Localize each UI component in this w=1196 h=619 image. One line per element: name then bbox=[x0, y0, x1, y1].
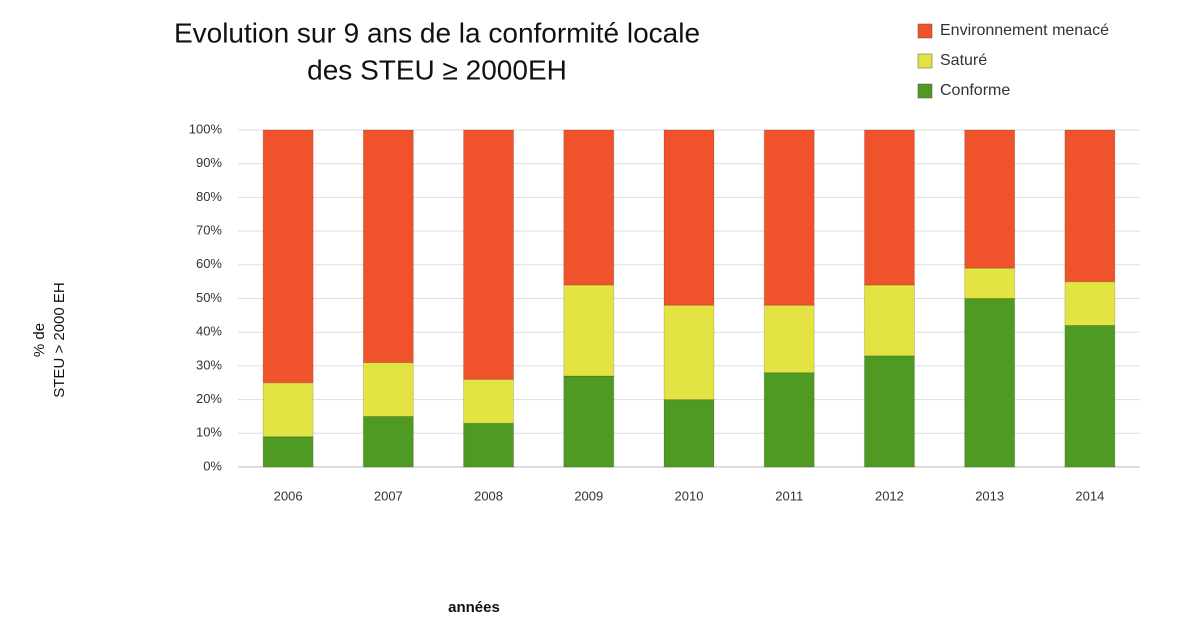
legend-swatch bbox=[917, 53, 933, 69]
bar-segment bbox=[663, 399, 715, 468]
bar-segment bbox=[362, 129, 414, 364]
y-tick-label: 60% bbox=[196, 256, 222, 271]
x-tick-label: 2008 bbox=[474, 488, 503, 503]
bar-segment bbox=[763, 129, 815, 306]
legend-label: Environnement menacé bbox=[940, 22, 1109, 39]
x-tick-label: 2010 bbox=[675, 488, 704, 503]
x-tick-label: 2014 bbox=[1075, 488, 1104, 503]
legend-label: Saturé bbox=[940, 52, 987, 69]
y-tick-label: 20% bbox=[196, 391, 222, 406]
bar-segment bbox=[262, 382, 314, 438]
bar-segment bbox=[563, 375, 615, 468]
bar-segment bbox=[563, 129, 615, 286]
y-tick-label: 30% bbox=[196, 357, 222, 372]
bar-segment bbox=[262, 129, 314, 384]
legend-swatch bbox=[917, 23, 933, 39]
legend-swatch bbox=[917, 83, 933, 99]
bar-segment bbox=[964, 129, 1016, 269]
y-axis-label-group: % de STEU > 2000 EH bbox=[31, 282, 68, 397]
bar-segment bbox=[463, 129, 515, 380]
bar-segment bbox=[863, 284, 915, 357]
bar-segment bbox=[863, 355, 915, 468]
bar-segment bbox=[964, 298, 1016, 468]
x-tick-label: 2012 bbox=[875, 488, 904, 503]
y-tick-label: 50% bbox=[196, 290, 222, 305]
legend-label: Conforme bbox=[940, 82, 1010, 99]
x-tick-label: 2007 bbox=[374, 488, 403, 503]
bar-segment bbox=[1064, 281, 1116, 326]
y-tick-label: 70% bbox=[196, 223, 222, 238]
chart-title: Evolution sur 9 ans de la conformité loc… bbox=[174, 17, 700, 48]
bar-segment bbox=[563, 284, 615, 377]
x-axis-label: années bbox=[448, 599, 500, 616]
bar-segment bbox=[663, 304, 715, 401]
bar-segment bbox=[763, 304, 815, 374]
bar-segment bbox=[663, 129, 715, 306]
x-tick-label: 2011 bbox=[775, 488, 803, 503]
y-tick-label: 40% bbox=[196, 324, 222, 339]
bar-segment bbox=[1064, 129, 1116, 283]
bar-segment bbox=[964, 267, 1016, 300]
y-tick-label: 0% bbox=[203, 458, 222, 473]
x-tick-label: 2013 bbox=[975, 488, 1004, 503]
y-axis-label: % de bbox=[31, 323, 48, 357]
y-tick-label: 90% bbox=[196, 155, 222, 170]
bar-segment bbox=[262, 436, 314, 468]
bar-segment bbox=[1064, 324, 1116, 468]
y-tick-label: 80% bbox=[196, 189, 222, 204]
x-tick-label: 2006 bbox=[274, 488, 303, 503]
bar-segment bbox=[362, 362, 414, 417]
bar-segment bbox=[362, 415, 414, 468]
y-tick-label: 10% bbox=[196, 425, 222, 440]
y-tick-label: 100% bbox=[189, 121, 223, 136]
bar-segment bbox=[463, 422, 515, 468]
bar-segment bbox=[863, 129, 915, 286]
y-axis-label: STEU > 2000 EH bbox=[51, 282, 68, 397]
bar-segment bbox=[463, 378, 515, 424]
x-tick-label: 2009 bbox=[574, 488, 603, 503]
bar-segment bbox=[763, 372, 815, 468]
chart-title: des STEU ≥ 2000EH bbox=[307, 54, 567, 85]
